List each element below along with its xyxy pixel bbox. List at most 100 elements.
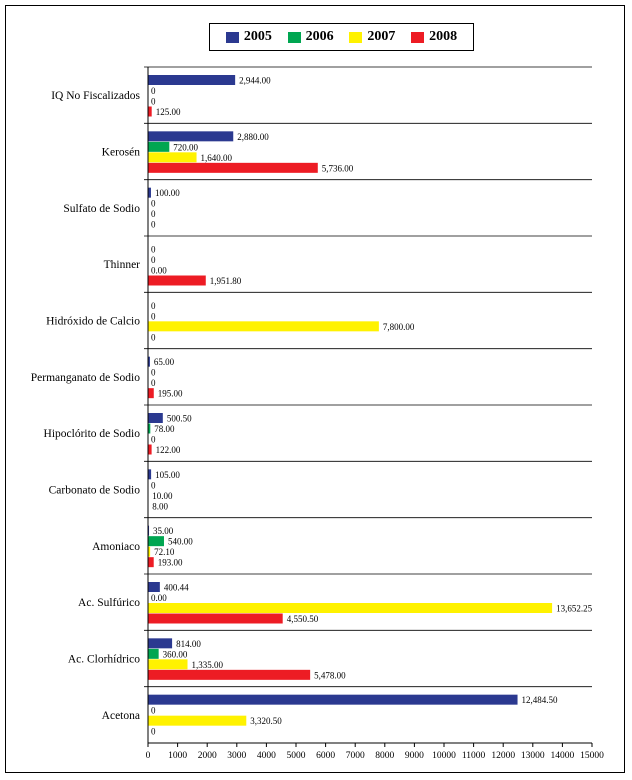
data-label-2005-ac-sulfurico: 400.44 (164, 583, 189, 593)
data-label-2006-hipoclorito-de-sodio: 78.00 (154, 424, 175, 434)
data-label-2006-ac-clorhidrico: 360.00 (163, 649, 188, 659)
bar-2005-amoniaco (148, 525, 150, 536)
category-label-acetona: Acetona (102, 710, 140, 722)
category-label-hidroxido-de-calcio: Hidróxido de Calcio (46, 316, 140, 328)
bar-2005-permanganato-de-sodio (148, 356, 150, 367)
bar-2005-carbonato-de-sodio (148, 469, 152, 480)
chart-frame (5, 5, 625, 773)
bar-2005-sulfato-de-sodio (148, 187, 151, 198)
data-label-2006-acetona: 0 (151, 706, 156, 716)
bar-2008-iq-no-fiscalizados (148, 106, 152, 117)
data-label-2007-thinner: 0.00 (151, 266, 167, 276)
category-label-carbonato-de-sodio: Carbonato de Sodio (49, 485, 141, 497)
bar-2006-amoniaco (148, 536, 164, 547)
x-tick-label-2000: 2000 (198, 751, 217, 761)
data-label-2008-acetona: 0 (151, 727, 156, 737)
x-tick-label-14000: 14000 (551, 751, 575, 761)
data-label-2005-amoniaco: 35.00 (153, 526, 174, 536)
category-label-sulfato-de-sodio: Sulfato de Sodio (63, 203, 140, 215)
x-tick-label-0: 0 (146, 751, 151, 761)
legend-label-2005: 2005 (243, 29, 272, 44)
data-label-2008-ac-clorhidrico: 5,478.00 (314, 670, 346, 680)
bar-2008-amoniaco (148, 557, 154, 568)
data-label-2007-iq-no-fiscalizados: 0 (151, 97, 156, 107)
x-tick-label-4000: 4000 (257, 751, 276, 761)
legend-label-2007: 2007 (367, 29, 396, 44)
data-label-2006-iq-no-fiscalizados: 0 (151, 86, 156, 96)
x-tick-label-8000: 8000 (375, 751, 394, 761)
bar-2005-hipoclorito-de-sodio (148, 413, 163, 423)
data-label-2007-ac-sulfurico: 13,652.25 (556, 604, 593, 614)
data-label-2006-amoniaco: 540.00 (168, 537, 193, 547)
legend-item-2008: 2008 (411, 29, 457, 45)
bar-2007-kerosen (148, 152, 197, 163)
x-tick-label-12000: 12000 (491, 751, 515, 761)
bar-2008-hipoclorito-de-sodio (148, 444, 152, 455)
bar-2007-ac-clorhidrico (148, 659, 188, 670)
x-tick-label-3000: 3000 (227, 751, 246, 761)
bar-2007-amoniaco (148, 546, 151, 557)
data-label-2006-permanganato-de-sodio: 0 (151, 368, 156, 378)
bar-2007-acetona (148, 715, 247, 726)
bar-2005-ac-clorhidrico (148, 638, 173, 649)
legend-label-2008: 2008 (429, 29, 458, 44)
legend: 2005 2006 2007 2008 (209, 23, 474, 51)
legend-item-2006: 2006 (287, 29, 334, 45)
x-tick-label-13000: 13000 (521, 751, 545, 761)
data-label-2006-ac-sulfurico: 0.00 (151, 593, 167, 603)
data-label-2006-hidroxido-de-calcio: 0 (151, 311, 156, 321)
data-label-2007-hipoclorito-de-sodio: 0 (151, 435, 156, 445)
data-label-2006-kerosen: 720.00 (173, 142, 198, 152)
category-label-thinner: Thinner (104, 259, 141, 271)
legend-swatch-2006 (287, 31, 301, 43)
bar-2007-hidroxido-de-calcio (148, 321, 379, 332)
bar-2005-kerosen (148, 131, 234, 142)
data-label-2008-carbonato-de-sodio: 8.00 (152, 501, 168, 511)
category-label-hipoclorito-de-sodio: Hipoclórito de Sodio (44, 428, 141, 440)
legend-swatch-2008 (411, 31, 425, 43)
legend-swatch-2005 (225, 31, 239, 43)
legend-item-2007: 2007 (349, 29, 395, 45)
data-label-2005-iq-no-fiscalizados: 2,944.00 (239, 76, 271, 86)
data-label-2007-sulfato-de-sodio: 0 (151, 209, 156, 219)
data-label-2008-amoniaco: 193.00 (158, 558, 183, 568)
category-label-ac-sulfurico: Ac. Sulfúrico (78, 597, 140, 609)
bar-2008-thinner (148, 275, 206, 286)
data-label-2005-hidroxido-de-calcio: 0 (151, 301, 156, 311)
data-label-2008-hidroxido-de-calcio: 0 (151, 332, 156, 342)
data-label-2007-permanganato-de-sodio: 0 (151, 378, 156, 388)
data-label-2007-amoniaco: 72.10 (154, 547, 175, 557)
category-label-permanganato-de-sodio: Permanganato de Sodio (31, 372, 140, 384)
bar-2005-acetona (148, 694, 518, 705)
bar-2008-kerosen (148, 162, 318, 173)
data-label-2008-sulfato-de-sodio: 0 (151, 220, 156, 230)
bar-2008-ac-clorhidrico (148, 669, 311, 680)
bar-2008-ac-sulfurico (148, 613, 283, 624)
x-tick-label-7000: 7000 (346, 751, 365, 761)
data-label-2005-permanganato-de-sodio: 65.00 (154, 357, 175, 367)
category-label-iq-no-fiscalizados: IQ No Fiscalizados (51, 90, 140, 102)
x-tick-label-10000: 10000 (432, 751, 456, 761)
data-label-2008-hipoclorito-de-sodio: 122.00 (156, 445, 181, 455)
data-label-2005-carbonato-de-sodio: 105.00 (155, 470, 180, 480)
data-label-2008-kerosen: 5,736.00 (322, 163, 354, 173)
legend-label-2006: 2006 (305, 29, 334, 44)
x-tick-label-9000: 9000 (405, 751, 424, 761)
data-label-2005-sulfato-de-sodio: 100.00 (155, 188, 180, 198)
category-label-ac-clorhidrico: Ac. Clorhídrico (68, 654, 140, 666)
data-label-2006-carbonato-de-sodio: 0 (151, 480, 156, 490)
x-tick-label-11000: 11000 (462, 751, 486, 761)
x-tick-label-6000: 6000 (316, 751, 335, 761)
bar-2007-ac-sulfurico (148, 603, 553, 613)
data-label-2006-thinner: 0 (151, 255, 156, 265)
data-label-2007-ac-clorhidrico: 1,335.00 (192, 660, 224, 670)
data-label-2005-hipoclorito-de-sodio: 500.50 (167, 414, 192, 424)
data-label-2008-ac-sulfurico: 4,550.50 (287, 614, 319, 624)
data-label-2008-iq-no-fiscalizados: 125.00 (156, 107, 181, 117)
data-label-2007-hidroxido-de-calcio: 7,800.00 (383, 322, 415, 332)
data-label-2007-kerosen: 1,640.00 (201, 153, 233, 163)
data-label-2006-sulfato-de-sodio: 0 (151, 199, 156, 209)
data-label-2007-carbonato-de-sodio: 10.00 (152, 491, 173, 501)
legend-swatch-2007 (349, 31, 363, 43)
bar-2006-hipoclorito-de-sodio (148, 423, 151, 434)
